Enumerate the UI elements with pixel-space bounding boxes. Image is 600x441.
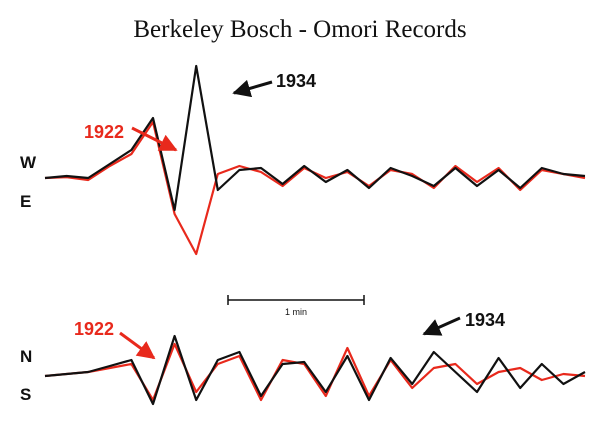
annotation-1934-bottom: 1934 [465, 310, 505, 330]
scale-bar: 1 min [227, 295, 365, 317]
ns-panel: N S 1922 1934 [20, 310, 586, 406]
we-panel: W E 1922 1934 1 min [20, 64, 586, 317]
arrow-1934-bottom [422, 316, 461, 336]
we-trace-1934 [44, 64, 586, 212]
chart-title: Berkeley Bosch - Omori Records [133, 16, 466, 43]
scale-bar-label: 1 min [285, 307, 307, 317]
annotation-1934-top: 1934 [276, 71, 316, 91]
component-label-s: S [20, 385, 31, 404]
component-label-e: E [20, 192, 31, 211]
annotation-1922-bottom: 1922 [74, 319, 114, 339]
ns-trace-1922 [44, 342, 586, 402]
ns-plot-area [44, 334, 586, 406]
component-label-n: N [20, 347, 32, 366]
annotation-1922-top: 1922 [84, 122, 124, 142]
we-trace-1922 [44, 120, 586, 256]
arrow-1922-bottom [119, 331, 156, 360]
we-plot-area [44, 64, 586, 256]
ns-trace-1934 [44, 334, 586, 406]
component-label-w: W [20, 153, 37, 172]
arrow-1934-top [232, 79, 273, 98]
arrow-1922-top [131, 126, 178, 152]
